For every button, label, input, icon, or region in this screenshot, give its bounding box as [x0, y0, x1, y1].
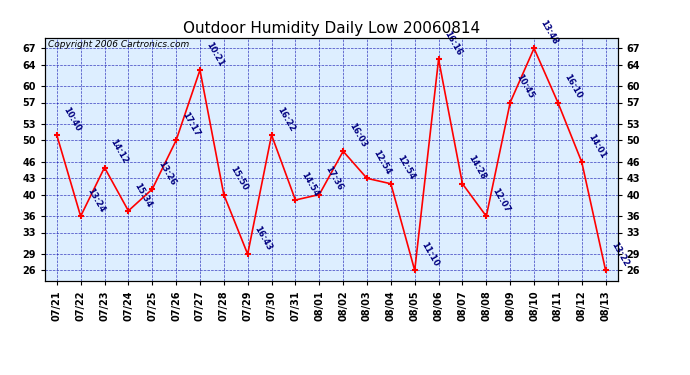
- Text: 11:10: 11:10: [419, 241, 440, 268]
- Text: 10:21: 10:21: [204, 40, 226, 68]
- Text: 16:22: 16:22: [276, 105, 297, 133]
- Text: 14:28: 14:28: [466, 154, 488, 182]
- Text: Copyright 2006 Cartronics.com: Copyright 2006 Cartronics.com: [48, 40, 189, 49]
- Text: 16:16: 16:16: [443, 29, 464, 57]
- Text: 13:48: 13:48: [538, 19, 560, 46]
- Text: 15:50: 15:50: [228, 165, 249, 192]
- Text: 16:03: 16:03: [347, 122, 368, 149]
- Text: 14:12: 14:12: [108, 138, 130, 165]
- Text: 12:54: 12:54: [371, 148, 393, 176]
- Text: 14:01: 14:01: [586, 132, 607, 160]
- Text: 14:54: 14:54: [299, 170, 321, 198]
- Text: 10:40: 10:40: [61, 105, 82, 133]
- Title: Outdoor Humidity Daily Low 20060814: Outdoor Humidity Daily Low 20060814: [183, 21, 480, 36]
- Text: 13:24: 13:24: [85, 186, 106, 214]
- Text: 13:22: 13:22: [610, 241, 631, 268]
- Text: 15:34: 15:34: [132, 181, 154, 209]
- Text: 12:07: 12:07: [491, 186, 511, 214]
- Text: 17:17: 17:17: [180, 111, 201, 138]
- Text: 17:36: 17:36: [324, 165, 344, 192]
- Text: 12:54: 12:54: [395, 154, 416, 182]
- Text: 10:45: 10:45: [514, 73, 535, 100]
- Text: 16:10: 16:10: [562, 73, 583, 100]
- Text: 16:43: 16:43: [252, 224, 273, 252]
- Text: 13:26: 13:26: [157, 159, 177, 187]
